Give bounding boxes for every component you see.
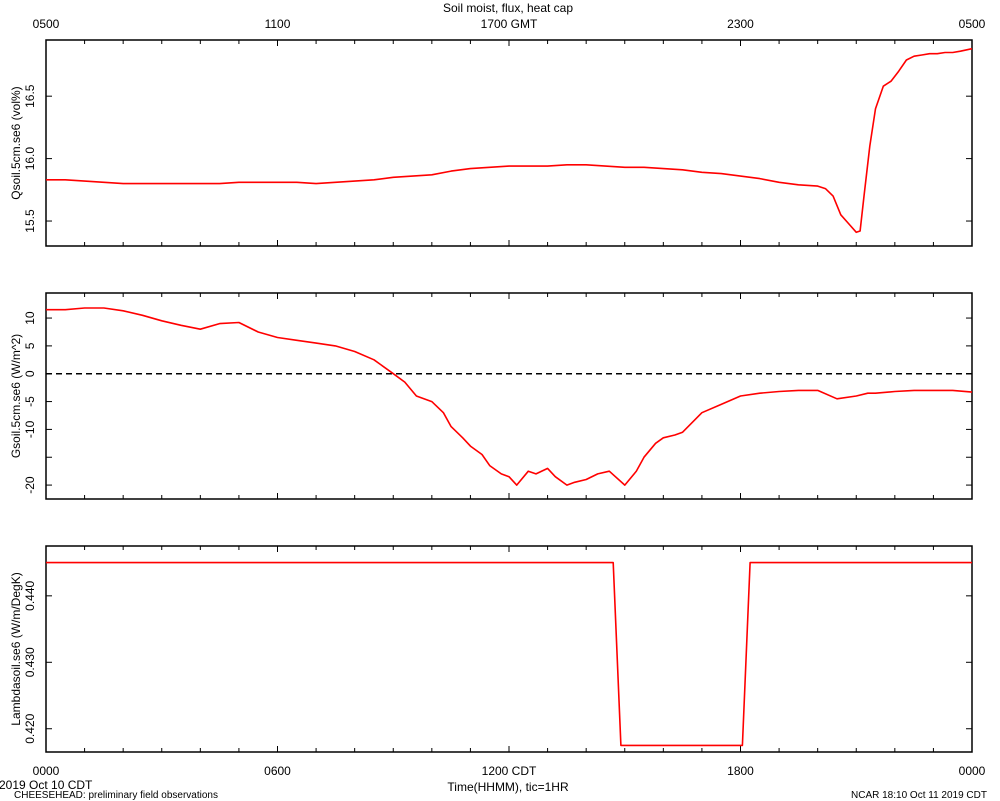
footer-date-left: 2019 Oct 10 CDT bbox=[0, 778, 93, 792]
panel-frame bbox=[45, 292, 973, 500]
bottom-tick-label: 1800 bbox=[727, 764, 754, 778]
y-axis-label: Qsoil.5cm.se6 (vol%) bbox=[9, 86, 23, 199]
bottom-axis-tick-labels: 0000 0600 1200 CDT 1800 0000 bbox=[33, 764, 986, 778]
y-tick-label: 16.0 bbox=[23, 147, 37, 171]
top-axis-tick-labels: 0500 1100 1700 GMT 2300 0500 bbox=[33, 17, 986, 31]
y-tick-label: 0.430 bbox=[23, 647, 37, 677]
x-axis-label: Time(HHMM), tic=1HR bbox=[447, 780, 569, 794]
y-axis-label: Gsoil.5cm.se6 (W/m^2) bbox=[9, 334, 23, 458]
footer-stamp: NCAR 18:10 Oct 11 2019 CDT bbox=[851, 790, 987, 801]
y-tick-label: 10 bbox=[23, 311, 37, 325]
top-tick-label: 0500 bbox=[33, 17, 60, 31]
y-axis-label: Lambdasoil.se6 (W/m/DegK) bbox=[9, 572, 23, 725]
y-tick-label: 16.5 bbox=[23, 84, 37, 108]
chart-title: Soil moist, flux, heat cap bbox=[443, 1, 573, 15]
y-tick-label: 15.5 bbox=[23, 209, 37, 233]
y-tick-label: 0 bbox=[23, 370, 37, 377]
y-tick-label: -20 bbox=[23, 476, 37, 494]
data-line bbox=[46, 307, 973, 486]
panel-frame bbox=[45, 39, 973, 247]
top-tick-label: 1700 GMT bbox=[481, 17, 538, 31]
top-tick-label: 0500 bbox=[959, 17, 986, 31]
top-tick-label: 1100 bbox=[265, 17, 291, 31]
y-tick-label: 5 bbox=[23, 342, 37, 349]
data-line bbox=[46, 47, 973, 234]
bottom-tick-label: 1200 CDT bbox=[482, 764, 537, 778]
y-tick-label: -5 bbox=[23, 396, 37, 407]
panel-frame bbox=[45, 545, 973, 753]
data-line bbox=[46, 561, 972, 747]
bottom-tick-label: 0000 bbox=[33, 764, 60, 778]
y-tick-label: 0.440 bbox=[23, 580, 37, 610]
footer-project: CHEESEHEAD: preliminary field observatio… bbox=[14, 790, 218, 801]
top-tick-label: 2300 bbox=[727, 17, 754, 31]
y-tick-label: 0.420 bbox=[23, 713, 37, 743]
bottom-tick-label: 0600 bbox=[264, 764, 291, 778]
bottom-tick-label: 0000 bbox=[959, 764, 986, 778]
y-tick-label: -10 bbox=[23, 420, 37, 438]
